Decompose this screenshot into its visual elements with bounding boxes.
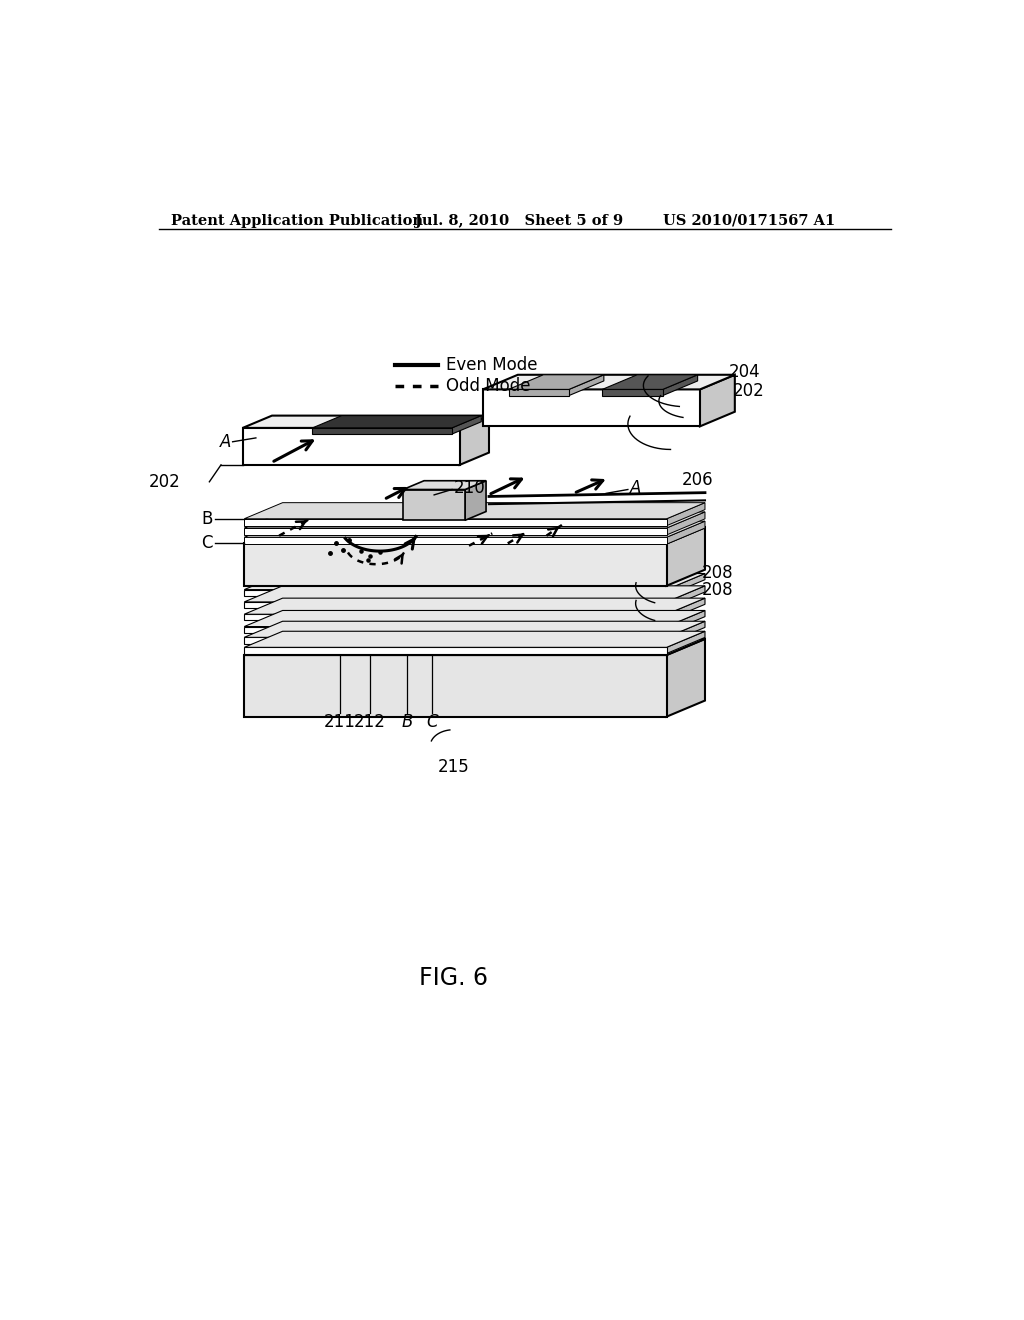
Polygon shape <box>245 573 705 590</box>
Polygon shape <box>667 521 705 544</box>
Text: 202: 202 <box>732 381 764 400</box>
Text: Even Mode: Even Mode <box>445 356 538 374</box>
Text: Jul. 8, 2010   Sheet 5 of 9: Jul. 8, 2010 Sheet 5 of 9 <box>415 214 623 228</box>
Text: Patent Application Publication: Patent Application Publication <box>171 214 423 228</box>
Text: 202: 202 <box>148 473 180 491</box>
Polygon shape <box>245 598 705 614</box>
Polygon shape <box>667 527 705 586</box>
Polygon shape <box>403 480 486 490</box>
Polygon shape <box>245 602 667 609</box>
Polygon shape <box>667 512 705 535</box>
Polygon shape <box>245 627 667 632</box>
Text: 208: 208 <box>701 581 733 598</box>
Polygon shape <box>243 416 489 428</box>
Polygon shape <box>667 598 705 620</box>
Polygon shape <box>483 375 735 389</box>
Polygon shape <box>667 631 705 653</box>
Polygon shape <box>667 503 705 525</box>
Polygon shape <box>569 375 604 396</box>
Text: 204: 204 <box>729 363 760 381</box>
Polygon shape <box>245 544 667 586</box>
Text: Odd Mode: Odd Mode <box>445 376 530 395</box>
Polygon shape <box>245 521 705 537</box>
Polygon shape <box>667 586 705 609</box>
Polygon shape <box>667 610 705 632</box>
Polygon shape <box>667 573 705 595</box>
Polygon shape <box>700 375 735 426</box>
Polygon shape <box>483 389 700 426</box>
Polygon shape <box>245 586 705 602</box>
Text: B: B <box>202 510 213 528</box>
Polygon shape <box>245 528 667 535</box>
Polygon shape <box>452 416 481 434</box>
Polygon shape <box>465 480 486 520</box>
Text: A: A <box>630 479 642 496</box>
Polygon shape <box>245 527 705 544</box>
Text: 215: 215 <box>437 758 469 776</box>
Text: 206: 206 <box>682 471 714 490</box>
Polygon shape <box>245 655 667 717</box>
Polygon shape <box>245 519 667 525</box>
Polygon shape <box>602 375 697 389</box>
Polygon shape <box>312 416 481 428</box>
Text: FIG. 6: FIG. 6 <box>419 966 488 990</box>
Polygon shape <box>243 428 460 465</box>
Polygon shape <box>245 610 705 627</box>
Polygon shape <box>245 590 667 595</box>
Polygon shape <box>460 416 489 465</box>
Polygon shape <box>245 631 705 647</box>
Polygon shape <box>509 375 604 389</box>
Polygon shape <box>509 389 569 396</box>
Polygon shape <box>245 503 705 519</box>
Text: C: C <box>202 535 213 552</box>
Polygon shape <box>667 622 705 644</box>
Polygon shape <box>245 638 667 644</box>
Text: 212: 212 <box>354 713 386 731</box>
Polygon shape <box>245 622 705 638</box>
Polygon shape <box>312 428 452 434</box>
Text: C: C <box>426 713 437 731</box>
Polygon shape <box>403 490 465 520</box>
Text: 210: 210 <box>454 479 485 496</box>
Polygon shape <box>245 647 667 653</box>
Polygon shape <box>245 512 705 528</box>
Polygon shape <box>663 375 697 396</box>
Polygon shape <box>602 389 663 396</box>
Text: A: A <box>219 433 230 450</box>
Text: 211: 211 <box>324 713 355 731</box>
Polygon shape <box>667 639 705 717</box>
Text: US 2010/0171567 A1: US 2010/0171567 A1 <box>663 214 835 228</box>
Text: 208: 208 <box>701 564 733 582</box>
Polygon shape <box>245 537 667 544</box>
Text: B: B <box>401 713 413 731</box>
Polygon shape <box>245 639 705 655</box>
Polygon shape <box>245 614 667 620</box>
